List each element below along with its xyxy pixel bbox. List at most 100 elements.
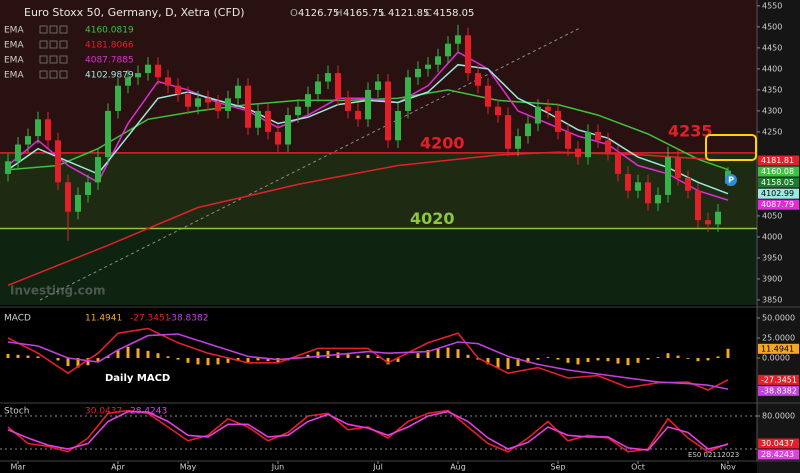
level-label: 4200 bbox=[420, 133, 465, 152]
histogram-bar bbox=[696, 358, 700, 362]
histogram-bar bbox=[196, 358, 200, 365]
y-tick-label: 3850 bbox=[762, 295, 782, 304]
legend-value: 4087.7885 bbox=[85, 56, 134, 66]
panel-value: 30.0437 bbox=[85, 407, 122, 417]
value-label: 30.0437 bbox=[761, 439, 794, 448]
candle-body bbox=[225, 98, 231, 111]
x-tick-label: Apr bbox=[111, 463, 126, 472]
zone bbox=[0, 152, 757, 229]
candle-body bbox=[465, 35, 471, 74]
histogram-bar bbox=[566, 358, 570, 363]
histogram-bar bbox=[486, 358, 490, 365]
candle-body bbox=[435, 56, 441, 65]
legend-icon bbox=[39, 70, 48, 79]
ohlc-value: 4126.75 bbox=[298, 8, 339, 19]
panel-value: 28.4243 bbox=[130, 407, 167, 417]
series-line bbox=[7, 409, 729, 453]
legend-icon bbox=[39, 40, 48, 49]
candle-body bbox=[495, 106, 501, 116]
legend-icon bbox=[49, 70, 58, 79]
histogram-bar bbox=[496, 358, 500, 368]
candle-body bbox=[705, 220, 711, 225]
level-label: 4235 bbox=[668, 122, 713, 141]
value-label-box bbox=[758, 449, 799, 460]
x-tick-label: Jul bbox=[372, 463, 383, 472]
histogram-bar bbox=[366, 354, 370, 358]
histogram-bar bbox=[596, 358, 600, 361]
candle-body bbox=[675, 157, 681, 179]
candle-body bbox=[685, 178, 691, 191]
histogram-bar bbox=[376, 356, 380, 358]
candle-body bbox=[445, 43, 451, 57]
candle-body bbox=[125, 77, 131, 86]
chart-title: Euro Stoxx 50, Germany, D, Xetra (CFD) bbox=[24, 6, 245, 19]
histogram-bar bbox=[166, 356, 170, 358]
x-tick-label: Aug bbox=[450, 463, 466, 472]
value-label-box bbox=[758, 343, 799, 354]
value-label-box bbox=[758, 199, 799, 210]
candle-body bbox=[255, 110, 261, 128]
candle-body bbox=[135, 73, 141, 78]
candle-body bbox=[575, 148, 581, 158]
histogram-bar bbox=[446, 347, 450, 358]
histogram-bar bbox=[186, 358, 190, 363]
histogram-bar bbox=[636, 358, 640, 363]
legend-name: EMA bbox=[4, 71, 24, 81]
histogram-bar bbox=[606, 358, 610, 362]
value-label: 4158.05 bbox=[761, 178, 794, 187]
y-tick-label: 4250 bbox=[762, 127, 782, 136]
panel-value: -38.8382 bbox=[168, 314, 208, 324]
annotation: Daily MACD bbox=[105, 373, 170, 384]
histogram-bar bbox=[246, 358, 250, 362]
candle-body bbox=[485, 85, 491, 107]
histogram-bar bbox=[706, 358, 710, 361]
panel-name: Stoch bbox=[4, 407, 29, 417]
histogram-bar bbox=[556, 358, 560, 360]
value-label: 4160.08 bbox=[761, 167, 794, 176]
histogram-bar bbox=[326, 350, 330, 358]
candle-body bbox=[695, 190, 701, 221]
candle-body bbox=[205, 98, 211, 103]
histogram-bar bbox=[536, 358, 540, 360]
histogram-bar bbox=[356, 355, 360, 358]
candle-body bbox=[535, 106, 541, 124]
candle-body bbox=[375, 81, 381, 90]
candle-body bbox=[265, 110, 271, 132]
histogram-bar bbox=[426, 350, 430, 358]
legend-name: EMA bbox=[4, 26, 24, 36]
value-label-box bbox=[758, 177, 799, 188]
histogram-bar bbox=[216, 358, 220, 365]
pivot-label: P bbox=[728, 176, 734, 185]
trend-line bbox=[39, 27, 581, 301]
value-label: 4102.99 bbox=[761, 189, 794, 198]
histogram-bar bbox=[56, 358, 60, 361]
candle-body bbox=[645, 182, 651, 204]
legend-icon bbox=[49, 40, 58, 49]
candle-body bbox=[315, 81, 321, 95]
candle-body bbox=[515, 136, 521, 149]
histogram-bar bbox=[666, 353, 670, 358]
candle-body bbox=[285, 115, 291, 145]
candle-body bbox=[545, 106, 551, 111]
note: ES0 02112023 bbox=[688, 451, 739, 459]
histogram-bar bbox=[576, 358, 580, 365]
histogram-bar bbox=[456, 349, 460, 358]
histogram-bar bbox=[176, 358, 180, 360]
candle-body bbox=[195, 98, 201, 107]
x-tick-label: Jun bbox=[271, 463, 285, 472]
candle-body bbox=[605, 140, 611, 153]
series-line bbox=[7, 410, 729, 451]
histogram-bar bbox=[106, 356, 110, 358]
watermark: Investing.com bbox=[10, 284, 106, 298]
candle-body bbox=[305, 94, 311, 107]
histogram-bar bbox=[616, 358, 620, 364]
histogram-bar bbox=[126, 346, 130, 358]
y-tick-label: 4350 bbox=[762, 85, 782, 94]
histogram-bar bbox=[226, 358, 230, 363]
histogram-bar bbox=[506, 358, 510, 370]
legend-value: 4160.0819 bbox=[85, 26, 134, 36]
candle-body bbox=[715, 211, 721, 225]
value-label-box bbox=[758, 385, 799, 396]
histogram-bar bbox=[386, 358, 390, 365]
